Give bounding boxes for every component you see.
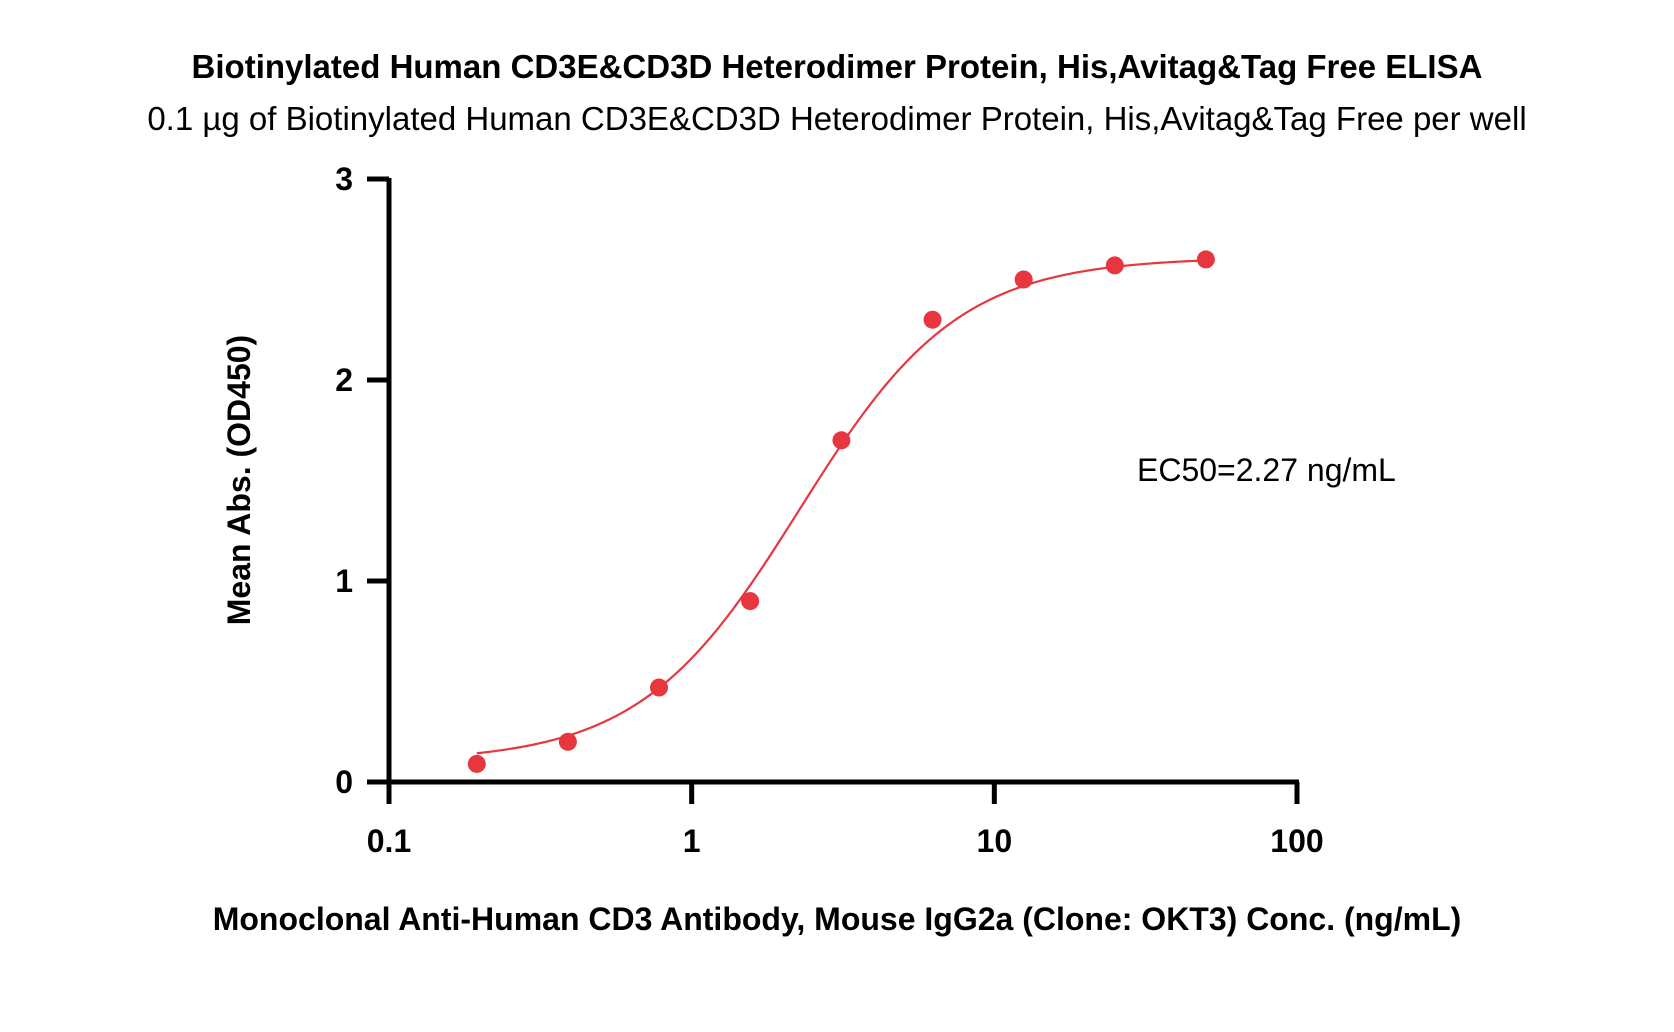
data-point (1105, 256, 1124, 275)
data-point (923, 310, 942, 329)
data-point (1014, 270, 1033, 289)
x-tick-label: 0.1 (367, 823, 411, 859)
axes (386, 178, 1299, 785)
y-axis-label: Mean Abs. (OD450) (221, 335, 257, 625)
x-axis-label: Monoclonal Anti-Human CD3 Antibody, Mous… (213, 901, 1462, 937)
data-point (832, 431, 851, 450)
x-tick-label: 100 (1270, 823, 1323, 859)
data-points (467, 250, 1215, 773)
fit-curve (476, 259, 1206, 755)
axis-ticks: 0 1 2 3 0.1 1 10 100 (335, 161, 1323, 859)
y-tick-label: 3 (335, 161, 353, 197)
y-tick-label: 0 (335, 764, 353, 800)
ec50-annotation: EC50=2.27 ng/mL (1137, 452, 1396, 488)
y-tick-label: 2 (335, 362, 353, 398)
x-tick-label: 10 (977, 823, 1013, 859)
data-point (1196, 250, 1215, 269)
data-point (558, 732, 577, 751)
chart-title: Biotinylated Human CD3E&CD3D Heterodimer… (192, 48, 1483, 85)
y-tick-label: 1 (335, 563, 353, 599)
data-point (650, 678, 669, 697)
data-point (741, 592, 760, 611)
x-tick-label: 1 (683, 823, 701, 859)
chart-subtitle: 0.1 µg of Biotinylated Human CD3E&CD3D H… (147, 100, 1526, 137)
data-point (467, 754, 486, 773)
